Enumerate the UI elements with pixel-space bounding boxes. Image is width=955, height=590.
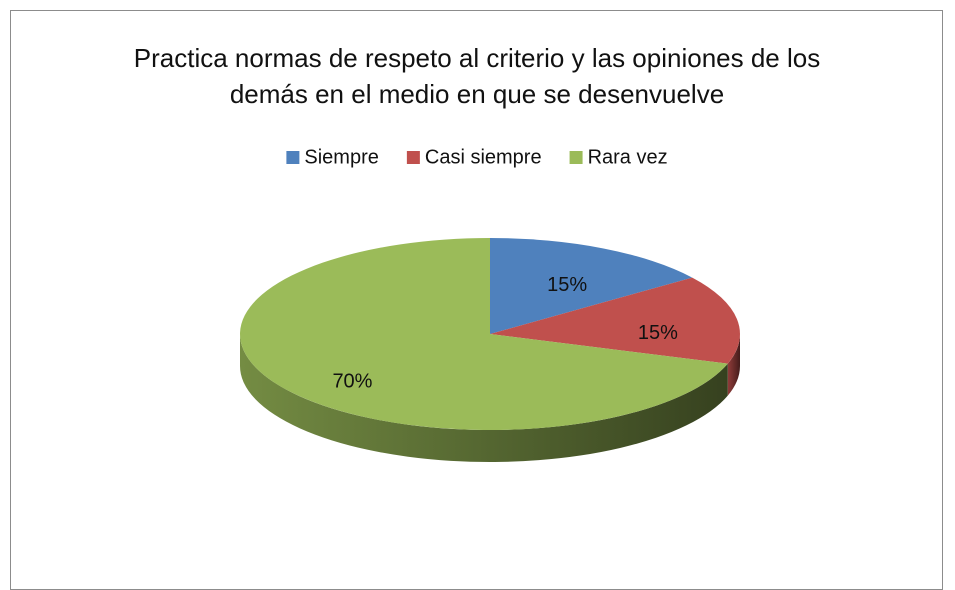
- legend-swatch: [406, 151, 420, 164]
- data-label: 15%: [547, 274, 587, 296]
- slice-side: [240, 334, 728, 462]
- legend-swatch: [286, 151, 300, 164]
- chart-title: Practica normas de respeto al criterio y…: [133, 43, 821, 109]
- legend-swatch: [569, 151, 583, 164]
- legend-label: Siempre: [304, 146, 378, 168]
- slice: [490, 238, 693, 334]
- data-label: 15%: [638, 322, 678, 344]
- slice-side: [727, 334, 740, 396]
- legend-label: Casi siempre: [425, 146, 542, 168]
- slice: [490, 277, 740, 364]
- data-label: 70%: [332, 371, 372, 393]
- slice: [240, 237, 728, 430]
- legend-label: Rara vez: [588, 146, 668, 168]
